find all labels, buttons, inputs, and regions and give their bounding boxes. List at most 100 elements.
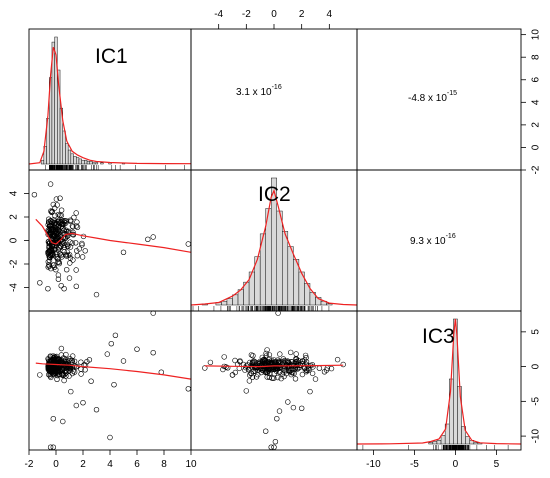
scatter-point-IC2_vs_IC1-266 xyxy=(120,249,127,256)
top-tick-label-IC2-4: 4 xyxy=(327,9,333,20)
scatter-point-IC3_vs_IC2-277 xyxy=(334,356,341,363)
density-curve-IC3 xyxy=(356,318,522,445)
right-tick-label-IC1--2: -2 xyxy=(531,165,542,174)
right-tick-label-IC1-4: 4 xyxy=(531,99,542,105)
scatter-point-IC2_vs_IC1-259 xyxy=(55,247,61,253)
correlation-ic1-ic3: -4.8 x 10-15 xyxy=(408,90,457,104)
left-tick-label-IC2--2: -2 xyxy=(9,259,20,268)
scatter-point-IC2_vs_IC1-190 xyxy=(53,196,60,202)
scatter-point-IC3_vs_IC1-260 xyxy=(47,444,54,450)
x-tick-label-IC1--2: -2 xyxy=(25,459,34,470)
scatter-point-IC3_vs_IC2-197 xyxy=(220,366,226,373)
scatter-point-IC3_vs_IC2-239 xyxy=(264,374,270,380)
scatter-point-IC2_vs_IC1-264 xyxy=(66,275,73,281)
correlation-ic1-ic3-mantissa: -4.8 x 10 xyxy=(408,93,447,104)
left-tick-label-IC2-4: 4 xyxy=(9,190,20,196)
scatter-point-IC3_vs_IC2-66 xyxy=(249,374,256,380)
scatter-point-IC2_vs_IC1-163 xyxy=(55,211,61,218)
scatter-point-IC3_vs_IC2-236 xyxy=(259,367,266,373)
scatter-point-IC3_vs_IC1-268 xyxy=(68,388,74,395)
x-tick-label-IC3-5: 5 xyxy=(494,459,500,470)
scatter-point-IC3_vs_IC2-266 xyxy=(285,399,291,405)
scatter-point-IC3_vs_IC2-254 xyxy=(257,360,263,366)
scatter-point-IC3_vs_IC2-117 xyxy=(250,353,256,359)
scatter-point-IC3_vs_IC1-248 xyxy=(51,365,58,371)
scatter-point-IC3_vs_IC2-270 xyxy=(307,388,313,395)
scatter-point-IC3_vs_IC2-203 xyxy=(302,352,309,359)
scatter-point-IC3_vs_IC2-234 xyxy=(290,361,296,367)
scatter-point-IC2_vs_IC1-263 xyxy=(73,283,80,289)
scatter-point-IC3_vs_IC2-184 xyxy=(293,355,299,362)
scatter-point-IC3_vs_IC2-265 xyxy=(276,408,283,414)
scatter-point-IC3_vs_IC2-279 xyxy=(221,354,227,360)
scatter-point-IC3_vs_IC1-281 xyxy=(58,345,65,352)
hist-bar-IC1-19 xyxy=(92,162,96,165)
scatter-point-IC3_vs_IC1-183 xyxy=(69,353,76,359)
smoother-line-IC3_vs_IC2 xyxy=(204,364,344,368)
scatter-point-IC3_vs_IC2-278 xyxy=(340,361,346,368)
right-tick-label-IC3--5: -5 xyxy=(531,396,542,405)
hist-bar-IC1-14 xyxy=(78,158,82,165)
correlation-ic1-ic3-exponent: -15 xyxy=(447,90,457,97)
scatter-point-IC3_vs_IC2-148 xyxy=(273,368,279,374)
scatter-point-IC3_vs_IC2-178 xyxy=(299,358,305,364)
hist-bar-IC3-1 xyxy=(432,441,438,445)
scatter-point-IC3_vs_IC1-270 xyxy=(108,341,115,347)
scatter-point-IC3_vs_IC2-262 xyxy=(272,439,279,445)
scatter-point-IC3_vs_IC1-247 xyxy=(82,362,89,368)
smoother-lines-layer xyxy=(28,46,522,445)
panel-frame-2-2 xyxy=(356,310,522,451)
scatter-point-IC2_vs_IC1-29 xyxy=(82,248,88,254)
density-curve-IC2 xyxy=(190,188,358,306)
scatter-point-IC3_vs_IC2-181 xyxy=(263,350,269,357)
correlation-ic2-ic3-mantissa: 9.3 x 10 xyxy=(410,236,446,247)
scatter-point-IC3_vs_IC1-278 xyxy=(88,378,94,384)
scatter-point-IC3_vs_IC1-274 xyxy=(185,386,192,392)
scatter-point-IC3_vs_IC2-171 xyxy=(278,375,284,382)
scatter-point-IC2_vs_IC1-231 xyxy=(50,201,56,208)
correlation-ic2-ic3-exponent: -16 xyxy=(446,233,456,240)
scatter-point-IC2_vs_IC1-254 xyxy=(55,217,62,224)
hist-bar-IC1-8 xyxy=(62,130,66,165)
scatter-point-IC3_vs_IC2-258 xyxy=(269,359,275,366)
scatter-point-IC2_vs_IC1-184 xyxy=(74,253,81,259)
scatter-point-IC2_vs_IC1-141 xyxy=(48,208,54,214)
hist-bar-IC1-0 xyxy=(40,159,45,165)
scatter-point-IC2_vs_IC1-239 xyxy=(58,283,64,289)
hist-bar-IC3-5 xyxy=(449,378,454,445)
scatter-point-IC3_vs_IC1-252 xyxy=(59,360,65,367)
correlation-ic1-ic2-mantissa: 3.1 x 10 xyxy=(236,87,272,98)
scatter-point-IC2_vs_IC1-3 xyxy=(79,254,86,260)
scatter-point-IC2_vs_IC1-255 xyxy=(46,244,52,251)
scatter-points-layer xyxy=(31,181,346,450)
scatter-point-IC3_vs_IC2-128 xyxy=(323,367,330,373)
scatter-point-IC3_vs_IC2-247 xyxy=(306,367,312,373)
scatter-point-IC2_vs_IC1-118 xyxy=(58,207,65,213)
hist-bar-IC1-17 xyxy=(86,161,90,165)
scatter-point-IC3_vs_IC2-244 xyxy=(328,365,335,372)
scatter-point-IC3_vs_IC2-260 xyxy=(268,444,274,450)
x-tick-label-IC3--10: -10 xyxy=(366,459,381,470)
smoother-line-IC3_vs_IC1 xyxy=(35,362,192,380)
scatter-point-IC3_vs_IC2-225 xyxy=(255,359,262,366)
scatter-point-IC2_vs_IC1-109 xyxy=(73,223,80,229)
scatter-point-IC3_vs_IC2-263 xyxy=(274,416,280,422)
scatter-point-IC2_vs_IC1-248 xyxy=(49,226,55,233)
scatter-point-IC3_vs_IC2-149 xyxy=(271,375,277,381)
scatter-point-IC3_vs_IC2-219 xyxy=(248,370,255,376)
hist-bar-IC2-14 xyxy=(287,246,294,306)
hist-bar-IC1-11 xyxy=(70,153,74,165)
scatter-point-IC2_vs_IC1-223 xyxy=(48,245,55,252)
scatter-point-IC3_vs_IC2-185 xyxy=(280,356,287,362)
scatter-point-IC3_vs_IC2-26 xyxy=(263,353,269,359)
diagonal-label-ic3: IC3 xyxy=(422,325,455,348)
right-tick-label-IC1-8: 8 xyxy=(531,54,542,60)
scatter-point-IC2_vs_IC1-262 xyxy=(61,286,67,292)
scatter-point-IC2_vs_IC1-178 xyxy=(46,254,52,260)
hist-bar-IC1-18 xyxy=(89,161,93,165)
scatter-point-IC3_vs_IC1-266 xyxy=(93,407,100,413)
hist-bar-IC2-4 xyxy=(232,294,239,306)
scatter-point-IC3_vs_IC2-264 xyxy=(263,428,269,434)
scatter-point-IC3_vs_IC1-277 xyxy=(104,351,111,357)
scatter-point-IC3_vs_IC2-268 xyxy=(299,405,305,411)
